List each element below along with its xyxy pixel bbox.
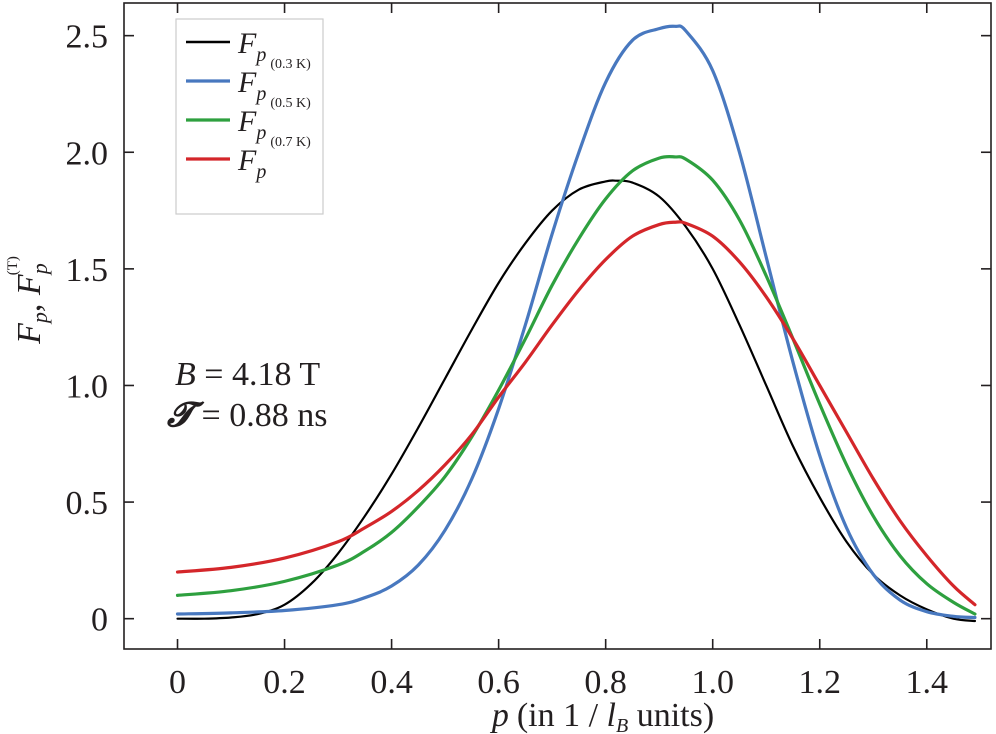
- legend-box: [175, 18, 324, 215]
- annotation-b-var: B: [175, 356, 196, 393]
- y-axis-title-sub2: p: [27, 263, 52, 276]
- annotation-b-field: B = 4.18 T: [175, 356, 320, 393]
- y-tick-label: 1.5: [66, 252, 109, 289]
- y-tick-label: 0: [91, 602, 108, 639]
- series-line-2: [175, 154, 977, 616]
- tick-layer: 0 0.2 0.4 0.6 0.8 1.0 1.2 1.4 0 0.5 1.0 1.5 2.0 2.5: [66, 3, 991, 701]
- y-axis-title-f1: F: [11, 322, 48, 345]
- annotations: B = 4.18 T 𝓣 = 0.88 ns: [167, 356, 327, 434]
- y-axis-title-sep: ,: [11, 295, 48, 312]
- series-layer: [175, 24, 977, 623]
- plot-frame: [123, 2, 992, 650]
- series-line-3: [175, 220, 977, 607]
- annotation-b-value: = 4.18 T: [196, 356, 321, 393]
- annotation-time-value: = 0.88 ns: [193, 397, 327, 434]
- x-tick-label: 0.2: [263, 664, 306, 701]
- x-axis-title-pre: (in 1 /: [517, 697, 607, 734]
- x-tick-label: 0.6: [477, 664, 520, 701]
- legend-label-3: Fp(0.7 K): [237, 135, 311, 183]
- y-axis-title: Fp, Fp (T): [5, 256, 52, 345]
- y-tick-label: 1.0: [66, 368, 109, 405]
- y-tick-label: 0.5: [66, 485, 109, 522]
- x-axis-title-post: units): [628, 697, 714, 734]
- x-axis-title-var: p: [490, 697, 509, 734]
- legend-label-1: Fp(0.3 K): [237, 57, 311, 105]
- x-tick-label: 1.0: [691, 664, 734, 701]
- x-axis-title-l: l: [607, 697, 616, 734]
- y-tick-label: 2.5: [66, 19, 109, 56]
- legend-label-0: Fp: [237, 27, 266, 66]
- y-axis-title-group: Fp, Fp (T): [5, 256, 52, 345]
- series-line-0: [176, 179, 977, 623]
- x-tick-label: 0.4: [370, 664, 413, 701]
- annotation-time: 𝓣 = 0.88 ns: [167, 397, 327, 434]
- y-axis-title-f2: F: [11, 273, 48, 296]
- x-axis-title: p (in 1 / lB units): [490, 697, 714, 734]
- y-tick-label: 2.0: [66, 135, 109, 172]
- x-tick-label: 1.2: [798, 664, 841, 701]
- series-line-1: [175, 24, 977, 620]
- x-tick-label: 0.8: [584, 664, 627, 701]
- x-axis-title-sub: B: [616, 715, 628, 734]
- y-axis-title-sup2: (T): [5, 256, 21, 275]
- x-tick-label: 0: [169, 664, 186, 701]
- y-axis-title-sub1: p: [27, 312, 52, 325]
- legend-label-2: Fp(0.5 K): [237, 96, 311, 144]
- x-tick-label: 1.4: [906, 664, 949, 701]
